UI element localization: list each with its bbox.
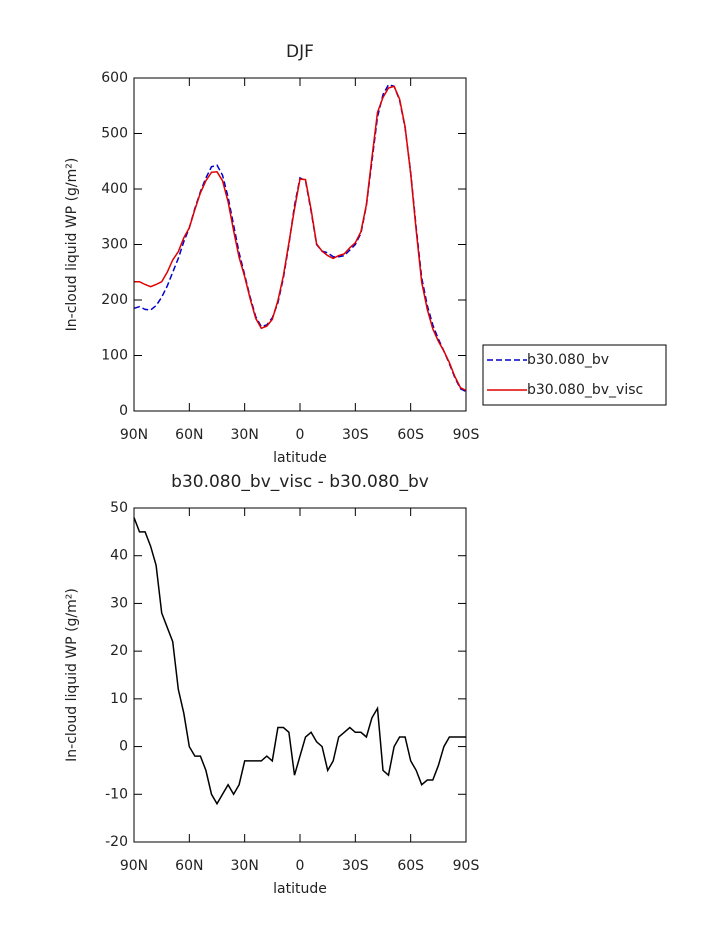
y-tick-label: -10 xyxy=(105,786,128,802)
panel: b30.080_bv_visc - b30.080_bv latitude In-c… xyxy=(64,472,479,897)
plot-frame xyxy=(133,77,467,412)
x-tick-label: 30S xyxy=(342,858,369,874)
y-tick-label: 0 xyxy=(119,403,128,419)
y-tick-label: 200 xyxy=(101,292,128,308)
x-axis-label: latitude xyxy=(273,450,327,466)
legend-label: b30.080_bv xyxy=(527,352,609,368)
y-tick-label: 50 xyxy=(110,500,128,516)
y-axis-label: In-cloud liquid WP (g/m²) xyxy=(64,158,80,332)
x-tick-label: 30N xyxy=(231,858,259,874)
legend-box xyxy=(482,344,667,406)
y-tick-label: 40 xyxy=(110,548,128,564)
data-line xyxy=(134,85,467,392)
y-tick-label: 10 xyxy=(110,691,128,707)
y-tick-label: 20 xyxy=(110,643,128,659)
y-tick-label: 600 xyxy=(101,70,128,86)
x-axis-label: latitude xyxy=(273,881,327,897)
chart-title: DJF xyxy=(286,42,314,62)
x-tick-label: 0 xyxy=(296,858,305,874)
y-axis-label: In-cloud liquid WP (g/m²) xyxy=(64,588,80,762)
y-tick-label: 300 xyxy=(101,237,128,253)
chart-title: b30.080_bv_visc - b30.080_bv xyxy=(171,472,429,492)
x-tick-label: 60S xyxy=(397,427,424,443)
x-tick-label: 60N xyxy=(175,858,203,874)
x-tick-label: 0 xyxy=(296,427,305,443)
x-tick-label: 30N xyxy=(231,427,259,443)
legend: b30.080_bv b30.080_bv_visc xyxy=(482,344,667,406)
y-tick-label: 400 xyxy=(101,181,128,197)
x-tick-label: 60N xyxy=(175,427,203,443)
plot-frame xyxy=(133,507,467,843)
legend-label: b30.080_bv_visc xyxy=(527,382,643,398)
x-tick-label: 90N xyxy=(120,427,148,443)
y-tick-label: 500 xyxy=(101,126,128,142)
x-tick-label: 30S xyxy=(342,427,369,443)
panel: DJF latitude In-cloud liquid WP (g/m²) 0 100… xyxy=(64,42,667,466)
data-line xyxy=(133,517,466,806)
y-tick-label: 100 xyxy=(101,348,128,364)
y-tick-label: 0 xyxy=(119,739,128,755)
x-tick-label: 90N xyxy=(120,858,148,874)
x-tick-label: 90S xyxy=(453,858,480,874)
x-tick-label: 60S xyxy=(397,858,424,874)
y-tick-label: 30 xyxy=(110,595,128,611)
y-tick-label: -20 xyxy=(105,834,128,850)
x-tick-label: 90S xyxy=(453,427,480,443)
